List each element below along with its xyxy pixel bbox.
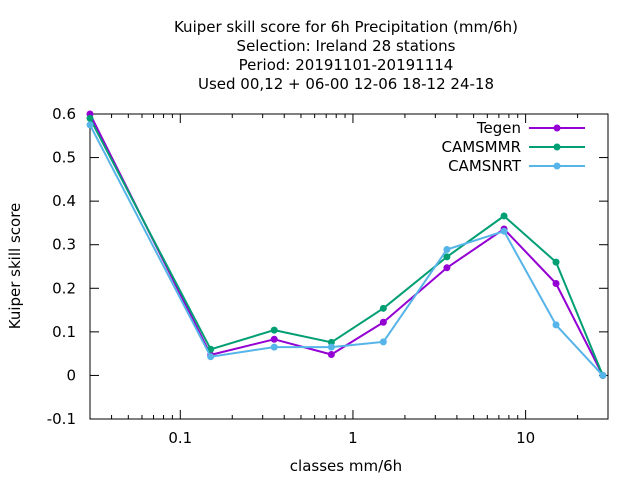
series-camsmmr <box>86 114 607 379</box>
x-tick-label: 10 <box>516 429 535 447</box>
y-axis: -0.1 0 0.1 0.2 0.3 0.4 0.5 0.6 <box>47 105 608 428</box>
legend-marker-tegen <box>553 124 561 132</box>
y-tick-label: 0.5 <box>52 149 76 167</box>
data-point-camsnrt <box>207 353 215 361</box>
data-point-camsmmr <box>500 212 508 220</box>
data-point-camsnrt <box>500 227 508 235</box>
series-line-camsnrt <box>89 124 604 377</box>
y-axis-label: Kuiper skill score <box>6 203 24 330</box>
y-tick-label: 0.1 <box>52 323 76 341</box>
y-tick-label: 0.4 <box>52 192 76 210</box>
y-tick-label: 0.3 <box>52 236 76 254</box>
data-point-tegen <box>443 264 451 272</box>
series-tegen <box>86 110 607 379</box>
title-line-3: Period: 20191101-20191114 <box>239 56 454 74</box>
chart-title: Kuiper skill score for 6h Precipitation … <box>174 18 518 93</box>
title-line-4: Used 00,12 + 06-00 12-06 18-12 24-18 <box>198 75 494 93</box>
data-point-camsnrt <box>327 343 335 351</box>
data-point-camsnrt <box>599 371 607 379</box>
series-layer <box>86 110 607 379</box>
y-tick-label: 0.6 <box>52 105 76 123</box>
series-camsnrt <box>86 121 607 379</box>
y-tick-label: -0.1 <box>47 410 76 428</box>
x-axis: 0.1 1 10 <box>89 114 609 447</box>
data-point-tegen <box>552 279 560 287</box>
legend-label-camsmmr: CAMSMMR <box>441 138 521 156</box>
data-point-tegen <box>327 351 335 359</box>
legend-marker-camsnrt <box>553 162 561 170</box>
data-point-camsmmr <box>379 304 387 312</box>
legend-label-camsnrt: CAMSNRT <box>448 157 522 175</box>
data-point-camsnrt <box>379 338 387 346</box>
series-line-camsmmr <box>89 117 604 376</box>
plot-area-border <box>89 113 609 420</box>
x-tick-label: 0.1 <box>168 429 192 447</box>
data-point-camsmmr <box>86 114 94 122</box>
title-line-2: Selection: Ireland 28 stations <box>237 37 456 55</box>
data-point-camsmmr <box>552 258 560 266</box>
y-tick-label: 0.2 <box>52 279 76 297</box>
legend-label-tegen: Tegen <box>476 119 521 137</box>
data-point-tegen <box>379 318 387 326</box>
data-point-camsmmr <box>327 338 335 346</box>
y-tick-label: 0 <box>66 366 76 384</box>
series-line-tegen <box>89 113 604 376</box>
data-point-camsnrt <box>270 343 278 351</box>
legend-marker-camsmmr <box>553 143 561 151</box>
x-tick-label: 1 <box>348 429 358 447</box>
data-point-camsmmr <box>270 326 278 334</box>
data-point-camsnrt <box>86 121 94 129</box>
data-point-camsnrt <box>552 321 560 329</box>
data-point-camsmmr <box>443 253 451 261</box>
data-point-camsmmr <box>207 345 215 353</box>
title-line-1: Kuiper skill score for 6h Precipitation … <box>174 18 518 36</box>
x-axis-label: classes mm/6h <box>290 457 402 475</box>
data-point-camsnrt <box>443 246 451 254</box>
data-point-tegen <box>270 335 278 343</box>
